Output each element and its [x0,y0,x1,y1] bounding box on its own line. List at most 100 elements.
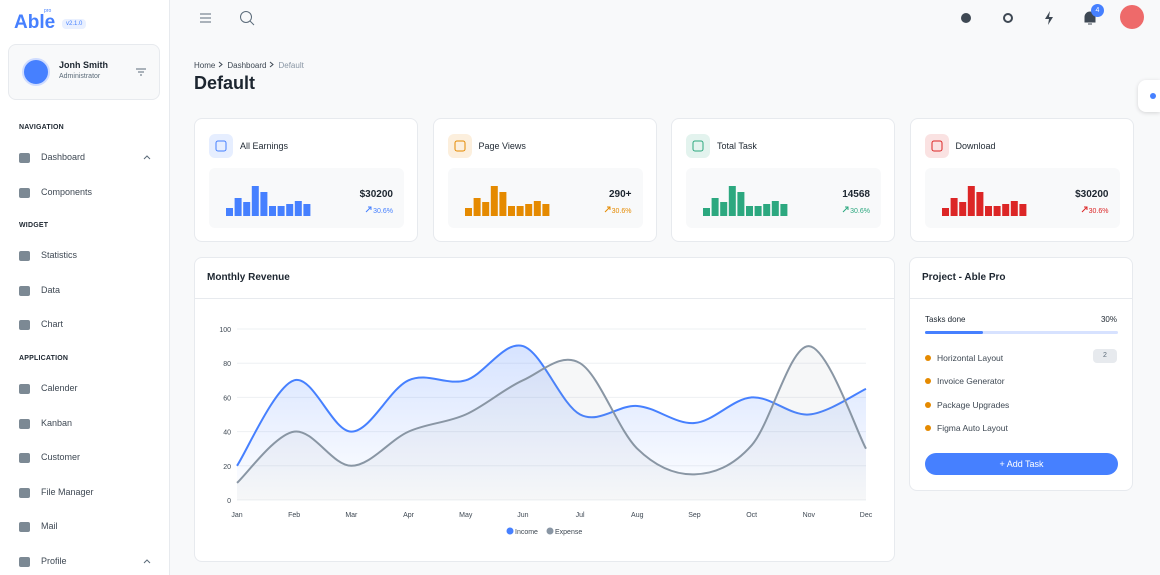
task-dot [925,401,931,408]
task-dot [925,378,931,385]
card-title: Monthly Revenue [207,272,290,283]
mini-chart-panel: $30200 30.6% [209,168,404,228]
nav-item[interactable]: Customer [41,452,81,463]
nav-item[interactable]: Data [41,284,61,295]
filter-icon[interactable] [136,68,146,76]
button-label: Add Task [1006,459,1044,469]
nav-item[interactable]: Mail [41,521,58,532]
mini-bar [251,186,259,216]
y-tick-label: 40 [223,430,231,437]
x-tick-label: Jan [231,512,242,519]
crumb[interactable]: Home [194,61,216,70]
customizer-button[interactable] [1138,80,1160,112]
mini-chart-panel: 14568 30.6% [686,168,881,228]
mini-bar [234,198,242,216]
apps-icon[interactable] [958,10,974,26]
line [236,344,867,467]
progress-label: Tasks done [925,315,966,324]
stat-title: Total Task [717,141,757,151]
mini-bar [277,206,285,216]
stat-icon [924,134,949,158]
profile-avatar[interactable] [1120,5,1144,29]
stat-change: 30.6% [1081,206,1109,215]
logo-badge: pro [44,8,52,14]
stat-title: Page Views [478,141,526,151]
stat-change: 30.6% [365,206,393,215]
divider [195,298,894,299]
stat-title: All Earnings [240,141,289,151]
menu-icon[interactable] [200,12,212,24]
nav-icon [19,187,30,198]
separator [219,61,224,68]
nav-item[interactable]: Components [41,186,93,197]
stat-value: 290+ [608,189,632,200]
mini-bar [1010,201,1018,216]
nav-item[interactable]: Chart [41,319,64,330]
x-tick-label: Oct [746,512,757,519]
nav-item[interactable]: Kanban [41,417,73,428]
change-value: 30.6% [850,208,870,215]
mini-bar [958,202,966,216]
settings-icon[interactable] [1000,10,1016,26]
mini-bar [975,192,983,216]
mini-bar [473,198,481,216]
revenue-chart: 0 20 40 60 80 100 Jan Feb Mar Apr May Jun Jul Aug Sep O… [219,327,873,536]
breadcrumb: Home Dashboard Default [194,61,304,70]
mini-chart [226,186,311,216]
progress-value: 30% [1100,315,1117,324]
arrow-icon [842,206,849,213]
mini-bar [703,208,710,216]
nav-icon [19,487,30,498]
x-tick-label: Dec [860,512,873,519]
nav-icon [19,251,30,262]
mini-bar [294,201,302,216]
task-label: Package Upgrades [937,399,1010,410]
card-title: Project - Able Pro [922,272,1006,283]
crumb[interactable]: Dashboard [227,61,267,70]
nav-item[interactable]: Calender [41,383,78,393]
mini-bar [303,204,311,216]
stat-value: $30200 [1075,189,1109,200]
y-tick-label: 20 [223,464,231,471]
bolt-icon[interactable] [1042,10,1056,26]
arrow-icon [1081,206,1088,213]
line [236,345,867,484]
stat-change: 30.6% [604,206,632,215]
mini-bar [728,186,736,216]
nav-item[interactable]: Profile [41,556,67,566]
version: v2.1.0 [62,19,87,29]
divider [910,298,1132,299]
stat-card: Page Views 290+ 30.6% [432,118,657,242]
stat-card: Download $30200 30.6% [909,118,1134,242]
x-tick-label: May [459,512,473,519]
change-value: 30.6% [611,208,632,215]
change-value: 30.6% [373,208,393,215]
mini-bar [260,192,268,216]
project-card: Project - Able Pro Tasks done 30% Horizo… [909,257,1133,491]
user-card[interactable]: Jonh Smith Administrator [8,44,160,100]
mini-bar [481,202,489,216]
nav-item[interactable]: File Manager [41,486,94,497]
mini-bar [541,204,549,216]
add-task-button[interactable]: + Add Task [925,453,1118,475]
x-tick-label: Feb [288,512,300,519]
mini-bar [720,202,728,216]
nav-section: WIDGET [19,222,49,230]
stat-card: Total Task 14568 30.6% [671,118,895,242]
search-icon[interactable] [239,10,255,26]
mini-bar [243,202,251,216]
nav-item[interactable]: Dashboard [41,152,86,162]
arrow-icon [604,206,611,213]
mini-bar [286,204,294,216]
nav-item[interactable]: Statistics [41,250,78,261]
mini-chart [464,186,549,216]
mini-bar [737,192,745,216]
y-tick-label: 0 [227,498,231,505]
task-dot [925,355,931,361]
legend-swatch [506,527,514,535]
mini-bar [1018,204,1026,216]
stat-value: 14568 [842,189,870,200]
x-tick-label: Jun [517,512,528,519]
area [237,346,866,500]
y-tick-label: 80 [223,361,231,368]
